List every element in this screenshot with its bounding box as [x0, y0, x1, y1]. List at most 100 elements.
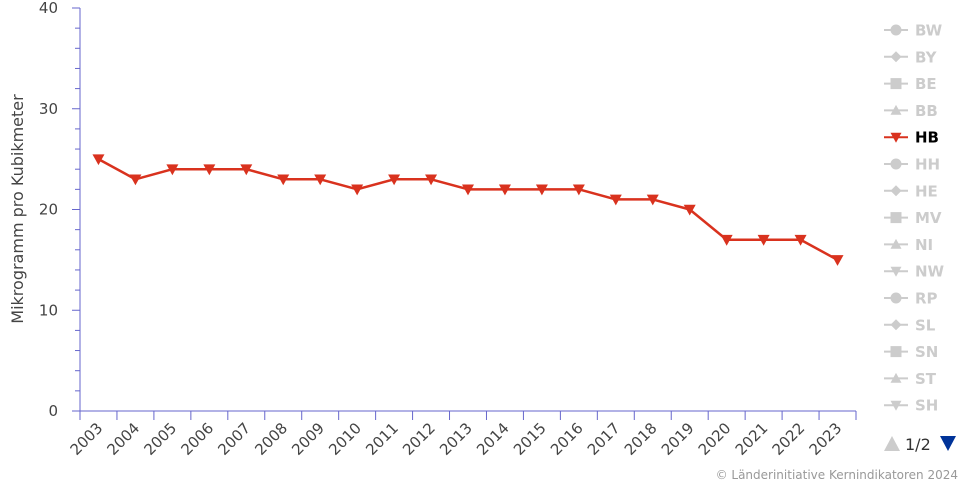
legend: BW BY BE BB HB HH HE MV NI NW RP SL SN ST SH [884, 22, 945, 415]
y-axis: 0 10 20 30 40 [39, 0, 81, 420]
x-tick-label: 2021 [732, 419, 772, 459]
legend-label: HH [915, 156, 940, 174]
pager-up-arrow-icon[interactable] [884, 436, 900, 451]
x-tick-label: 2012 [399, 419, 439, 459]
data-point [794, 234, 807, 246]
pager-down-arrow-icon[interactable] [940, 436, 956, 451]
legend-marker-icon [890, 132, 902, 143]
x-tick-label: 2019 [658, 419, 698, 459]
data-point [462, 184, 474, 196]
data-point [314, 174, 327, 186]
legend-label: BE [915, 75, 937, 93]
x-tick-label: 2010 [325, 419, 365, 459]
legend-label: BB [915, 102, 938, 120]
x-tick-label: 2004 [104, 419, 144, 459]
legend-marker-icon [890, 104, 902, 115]
data-point [535, 184, 548, 196]
data-point [683, 204, 696, 216]
data-point [92, 154, 105, 166]
legend-pager: 1/2 [884, 435, 956, 454]
legend-label: SL [915, 316, 936, 334]
legend-item-bw[interactable]: BW [884, 22, 943, 40]
series-layer [92, 154, 844, 266]
legend-label: NI [915, 236, 933, 254]
legend-item-ni[interactable]: NI [884, 236, 933, 254]
legend-item-hb[interactable]: HB [884, 129, 939, 147]
x-axis: 2003200420052006200720082009201020112012… [67, 410, 857, 459]
legend-item-nw[interactable]: NW [884, 263, 945, 281]
y-axis-title: Mikrogramm pro Kubikmeter [8, 94, 27, 324]
y-tick-label: 0 [48, 402, 58, 420]
legend-marker-icon [890, 185, 902, 197]
legend-label: RP [915, 290, 938, 308]
x-tick-label: 2006 [177, 419, 217, 459]
legend-label: NW [915, 263, 945, 281]
x-tick-label: 2020 [695, 419, 735, 459]
x-tick-label: 2008 [251, 419, 291, 459]
legend-item-be[interactable]: BE [884, 75, 937, 93]
legend-marker-icon [890, 238, 902, 249]
x-tick-label: 2005 [140, 419, 180, 459]
data-point [646, 194, 659, 206]
data-point [277, 174, 290, 186]
data-point [757, 234, 770, 246]
legend-marker-icon [890, 266, 902, 277]
x-tick-label: 2016 [547, 419, 587, 459]
legend-label: MV [915, 209, 942, 227]
legend-item-hh[interactable]: HH [884, 156, 940, 174]
legend-item-sh[interactable]: SH [884, 397, 938, 415]
legend-marker-icon [890, 319, 902, 331]
x-tick-label: 2011 [362, 419, 402, 459]
legend-item-rp[interactable]: RP [884, 290, 938, 308]
legend-marker-icon [890, 212, 902, 224]
y-tick-label: 10 [39, 301, 58, 319]
legend-marker-icon [890, 346, 902, 358]
data-point [388, 174, 401, 186]
x-tick-label: 2018 [621, 419, 661, 459]
legend-marker-icon [890, 78, 902, 90]
data-point [831, 255, 844, 266]
legend-item-st[interactable]: ST [884, 370, 937, 388]
credit-text: © Länderinitiative Kernindikatoren 2024 [716, 468, 958, 482]
legend-item-by[interactable]: BY [884, 48, 938, 66]
legend-marker-icon [890, 372, 902, 383]
data-point [425, 174, 438, 186]
x-tick-label: 2015 [510, 419, 550, 459]
data-point [498, 184, 511, 196]
legend-item-mv[interactable]: MV [884, 209, 942, 227]
legend-item-sn[interactable]: SN [884, 343, 938, 361]
x-tick-label: 2022 [769, 419, 809, 459]
x-tick-label: 2007 [214, 419, 254, 459]
y-tick-label: 20 [39, 201, 58, 219]
legend-item-he[interactable]: HE [884, 182, 938, 200]
pager-page-indicator: 1/2 [905, 435, 931, 454]
data-point [720, 234, 733, 246]
legend-label: BW [915, 22, 943, 40]
legend-marker-icon [890, 24, 902, 36]
x-tick-label: 2013 [436, 419, 476, 459]
x-tick-label: 2003 [67, 419, 107, 459]
legend-label: ST [915, 370, 937, 388]
data-point [609, 194, 622, 206]
legend-item-bb[interactable]: BB [884, 102, 938, 120]
x-tick-label: 2014 [473, 419, 513, 459]
y-tick-label: 30 [39, 100, 58, 118]
legend-label: SH [915, 397, 938, 415]
legend-label: BY [915, 48, 938, 66]
x-tick-label: 2023 [806, 419, 846, 459]
data-point [240, 164, 253, 176]
x-tick-label: 2017 [584, 419, 624, 459]
legend-label: SN [915, 343, 938, 361]
data-point [203, 164, 216, 176]
data-point [351, 184, 364, 196]
legend-item-sl[interactable]: SL [884, 316, 936, 334]
legend-marker-icon [890, 51, 902, 63]
data-point [166, 164, 179, 176]
y-tick-label: 40 [39, 0, 58, 17]
legend-marker-icon [890, 292, 902, 304]
legend-label: HB [915, 129, 939, 147]
legend-label: HE [915, 182, 938, 200]
legend-marker-icon [890, 400, 902, 411]
data-point [572, 184, 585, 196]
